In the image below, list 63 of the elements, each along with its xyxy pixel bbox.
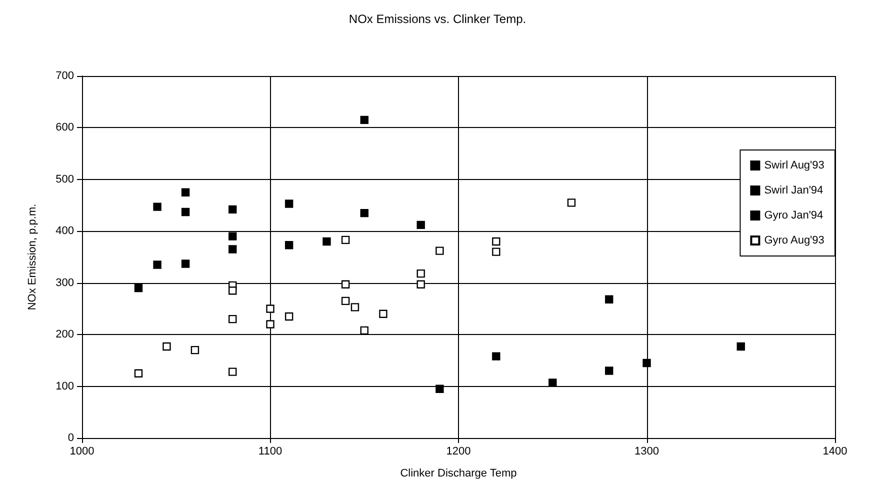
point — [341, 280, 350, 289]
point — [153, 260, 162, 269]
y-tick-label: 200 — [56, 328, 74, 341]
point — [492, 237, 500, 246]
point — [642, 358, 651, 368]
point — [360, 208, 368, 218]
point — [228, 286, 237, 295]
x-tick-label: 1200 — [446, 446, 471, 458]
point — [341, 296, 350, 306]
point — [341, 236, 350, 244]
point — [228, 245, 237, 254]
point — [436, 246, 444, 255]
legend-label: Gyro Aug'93 — [764, 234, 824, 246]
y-tick-label: 600 — [56, 122, 74, 134]
point — [228, 232, 237, 240]
y-tick-label: 700 — [56, 70, 74, 82]
legend-label: Swirl Jan'94 — [764, 184, 824, 196]
chart-title: NOx Emissions vs. Clinker Temp. — [348, 12, 526, 26]
point — [416, 280, 425, 289]
point — [379, 310, 388, 318]
point — [322, 237, 331, 246]
x-tick-label: 1000 — [70, 446, 94, 458]
x-tick-label: 1100 — [258, 446, 282, 458]
point — [266, 304, 274, 313]
point — [548, 378, 557, 387]
x-tick-label: 1400 — [822, 446, 848, 458]
point — [492, 352, 500, 360]
point — [567, 198, 576, 207]
point — [162, 342, 171, 351]
point — [266, 320, 274, 328]
point — [134, 369, 143, 378]
y-tick-label: 0 — [68, 432, 74, 444]
point — [153, 202, 162, 211]
point — [360, 326, 368, 335]
point — [181, 208, 190, 216]
point — [181, 188, 190, 196]
point — [228, 368, 237, 376]
point — [605, 295, 614, 304]
point — [736, 342, 745, 351]
point — [416, 269, 425, 278]
point — [181, 260, 190, 268]
x-tick-label: 1300 — [634, 446, 659, 458]
point — [360, 116, 368, 124]
point — [228, 205, 237, 214]
point — [284, 241, 294, 250]
point — [228, 314, 237, 324]
point — [492, 248, 500, 256]
y-tick-label: 400 — [56, 225, 74, 238]
legend-label: Gyro Jan'94 — [764, 210, 824, 222]
point — [284, 200, 294, 208]
point — [190, 346, 200, 354]
point — [350, 303, 360, 312]
point — [605, 366, 614, 375]
point — [436, 384, 444, 393]
y-axis-title: NOx Emission, p.p.m. — [26, 204, 38, 310]
point — [416, 220, 425, 230]
y-tick-label: 100 — [56, 380, 74, 392]
y-tick-label: 500 — [56, 173, 74, 186]
point — [284, 312, 294, 321]
legend-label: Swirl Aug'93 — [764, 160, 824, 172]
x-axis-title: Clinker Discharge Temp — [400, 468, 517, 480]
y-tick-label: 300 — [56, 276, 74, 289]
point — [134, 284, 143, 292]
